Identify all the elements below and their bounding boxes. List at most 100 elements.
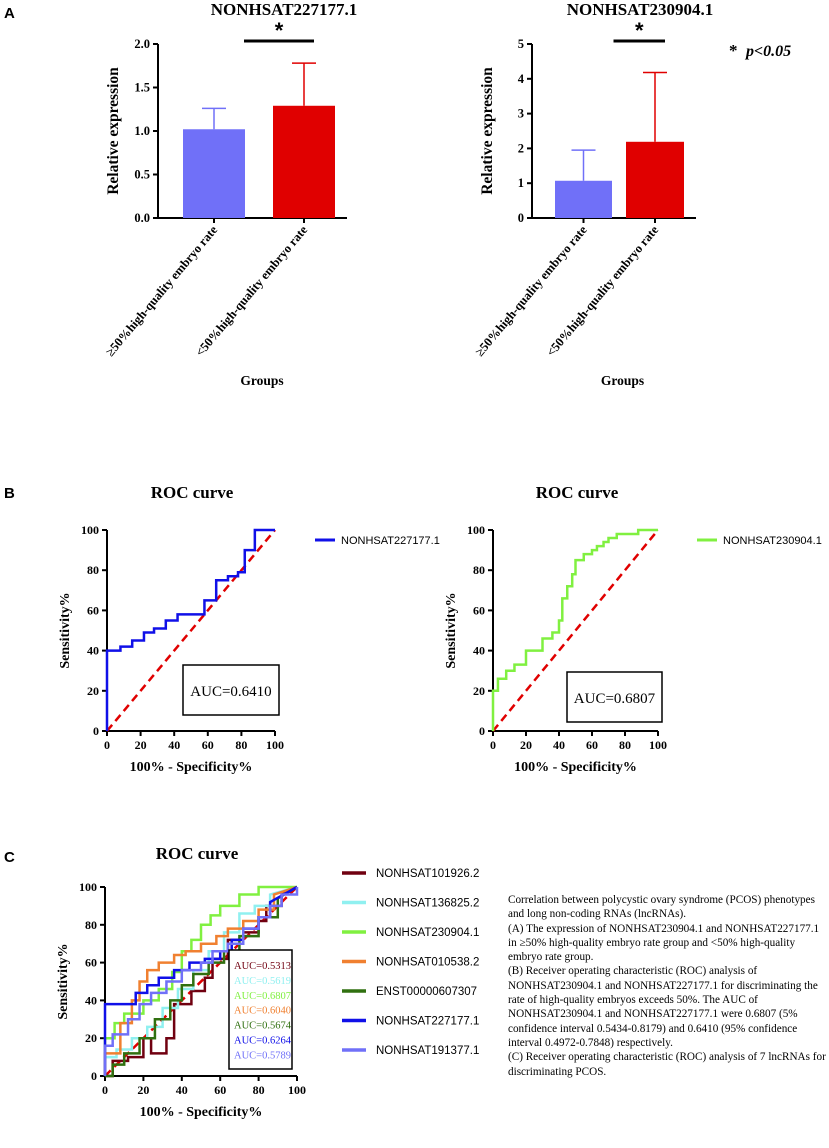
chart-title: ROC curve bbox=[151, 483, 234, 502]
roc-curve bbox=[103, 887, 299, 1076]
bar-chart-nonhsat230904: NONHSAT230904.1 0 1 2 3 4 5 ≥50%high-quality em… bbox=[472, 0, 713, 388]
caption-line: Correlation between polycystic ovary syn… bbox=[508, 894, 815, 921]
x-tick-label: 60 bbox=[202, 738, 214, 752]
reference-diagonal bbox=[106, 529, 276, 732]
legend-label: NONHSAT230904.1 bbox=[723, 535, 822, 547]
auc-value: AUC=0.6040 bbox=[234, 1006, 291, 1017]
roc-curve bbox=[105, 885, 298, 1078]
auc-value: AUC=0.6807 bbox=[574, 691, 656, 707]
x-tick-label: 20 bbox=[137, 1083, 149, 1097]
legend-label: NONHSAT136825.2 bbox=[376, 898, 479, 910]
y-tick-label: 20 bbox=[87, 684, 99, 698]
roc-chart-seven-lncrnas: ROC curve 00 20 20 40 40 60 60 80 80 100 100 Sensiti… bbox=[56, 844, 479, 1120]
legend-label: NONHSAT230904.1 bbox=[376, 927, 479, 939]
y-tick-label: 80 bbox=[85, 918, 97, 932]
auc-box bbox=[566, 671, 663, 723]
bar bbox=[183, 129, 245, 218]
y-tick-label: 2.0 bbox=[134, 37, 150, 51]
legend-label: NONHSAT227177.1 bbox=[341, 535, 440, 547]
caption-line: (C) Receiver operating characteristic (R… bbox=[508, 1051, 826, 1078]
legend-label: NONHSAT191377.1 bbox=[376, 1045, 479, 1057]
legend-label: NONHSAT101926.2 bbox=[376, 868, 479, 880]
y-tick-label: 80 bbox=[87, 563, 99, 577]
y-tick-label: 60 bbox=[87, 603, 99, 617]
significance-star: * bbox=[275, 18, 284, 43]
y-tick-label: 80 bbox=[473, 563, 485, 577]
legend-label: ENST00000607307 bbox=[376, 986, 477, 998]
auc-value: AUC=0.5619 bbox=[234, 976, 291, 987]
y-tick-label: 0 bbox=[479, 724, 485, 738]
chart-title: ROC curve bbox=[156, 844, 239, 863]
auc-value: AUC=0.6807 bbox=[234, 991, 291, 1002]
significance-star: * bbox=[635, 18, 644, 43]
auc-value: AUC=0.5313 bbox=[234, 961, 291, 972]
x-tick-label: 20 bbox=[135, 738, 147, 752]
chart-title: NONHSAT230904.1 bbox=[567, 0, 714, 19]
y-tick-label: 40 bbox=[87, 644, 99, 658]
roc-curve bbox=[103, 885, 298, 1076]
roc-curve bbox=[103, 885, 297, 1076]
x-tick-label: 20 bbox=[520, 738, 532, 752]
y-tick-label: 60 bbox=[473, 603, 485, 617]
x-tick-label: 60 bbox=[586, 738, 598, 752]
roc-chart-nonhsat227177: ROC curve 00 20 20 40 40 60 60 80 80 100 100 Sensiti… bbox=[58, 483, 440, 775]
x-axis-label: 100% - Specificity% bbox=[140, 1105, 263, 1120]
x-axis-label: Groups bbox=[240, 373, 283, 388]
y-tick-label: 60 bbox=[85, 956, 97, 970]
y-axis-label: Relative expression bbox=[479, 67, 496, 195]
caption-line: (B) Receiver operating characteristic (R… bbox=[508, 965, 818, 1049]
y-axis-label: Sensitivity% bbox=[58, 592, 73, 668]
y-tick-label: 40 bbox=[473, 644, 485, 658]
x-tick-label: 100 bbox=[649, 738, 667, 752]
y-tick-label: 4 bbox=[518, 72, 525, 86]
y-tick-label: 3 bbox=[518, 107, 524, 121]
x-tick-label: 100 bbox=[266, 738, 284, 752]
x-tick-label: 80 bbox=[235, 738, 247, 752]
y-tick-label: 20 bbox=[85, 1031, 97, 1045]
bar-chart-nonhsat227177: NONHSAT227177.10.00.51.01.52.0≥50%high-q… bbox=[103, 0, 357, 388]
y-tick-label: 1 bbox=[518, 176, 524, 190]
x-axis-label: 100% - Specificity% bbox=[130, 760, 253, 775]
roc-chart-nonhsat230904: ROC curve 00 20 20 40 40 60 60 80 80 100 100 Sensiti… bbox=[444, 483, 822, 775]
y-tick-label: 0 bbox=[91, 1069, 97, 1083]
x-axis-label: 100% - Specificity% bbox=[514, 760, 637, 775]
caption-line: (A) The expression of NONHSAT230904.1 an… bbox=[508, 922, 820, 964]
x-tick-label: 40 bbox=[168, 738, 180, 752]
x-tick-label: 80 bbox=[253, 1083, 265, 1097]
y-tick-label: 1.0 bbox=[134, 124, 150, 138]
auc-value: AUC=0.5789 bbox=[234, 1050, 291, 1061]
bar bbox=[555, 180, 612, 218]
auc-box bbox=[182, 664, 280, 716]
legend-label: NONHSAT010538.2 bbox=[376, 957, 479, 969]
y-tick-label: 40 bbox=[85, 993, 97, 1007]
reference-diagonal bbox=[492, 529, 659, 732]
panel-label-b: B bbox=[4, 485, 15, 502]
y-tick-label: 0 bbox=[93, 724, 99, 738]
panel-label-c: C bbox=[4, 849, 15, 866]
y-tick-label: 2 bbox=[518, 141, 524, 155]
x-tick-label: 0 bbox=[490, 738, 496, 752]
x-tick-label: 80 bbox=[619, 738, 631, 752]
legend-label: NONHSAT227177.1 bbox=[376, 1016, 479, 1028]
figure-caption: Correlation between polycystic ovary syn… bbox=[508, 893, 826, 1079]
significance-note-star: * bbox=[729, 41, 738, 60]
reference-diagonal bbox=[104, 886, 298, 1077]
auc-value: AUC=0.5674 bbox=[234, 1021, 292, 1032]
bar bbox=[626, 141, 684, 218]
roc-curve bbox=[491, 528, 658, 731]
y-tick-label: 0.0 bbox=[134, 211, 150, 225]
y-tick-label: 20 bbox=[473, 684, 485, 698]
y-tick-label: 100 bbox=[467, 523, 485, 537]
x-tick-label: 40 bbox=[176, 1083, 188, 1097]
bar bbox=[273, 105, 335, 218]
roc-curve bbox=[105, 528, 275, 731]
y-tick-label: 100 bbox=[81, 523, 99, 537]
auc-box bbox=[228, 949, 293, 1070]
x-tick-label: 100 bbox=[288, 1083, 306, 1097]
x-tick-label: 40 bbox=[553, 738, 565, 752]
x-tick-label: ≥50%high-quality embryo rate bbox=[472, 223, 590, 359]
y-tick-label: 0.5 bbox=[134, 168, 150, 182]
roc-curve bbox=[105, 885, 298, 1078]
y-axis-label: Sensitivity% bbox=[56, 943, 71, 1019]
